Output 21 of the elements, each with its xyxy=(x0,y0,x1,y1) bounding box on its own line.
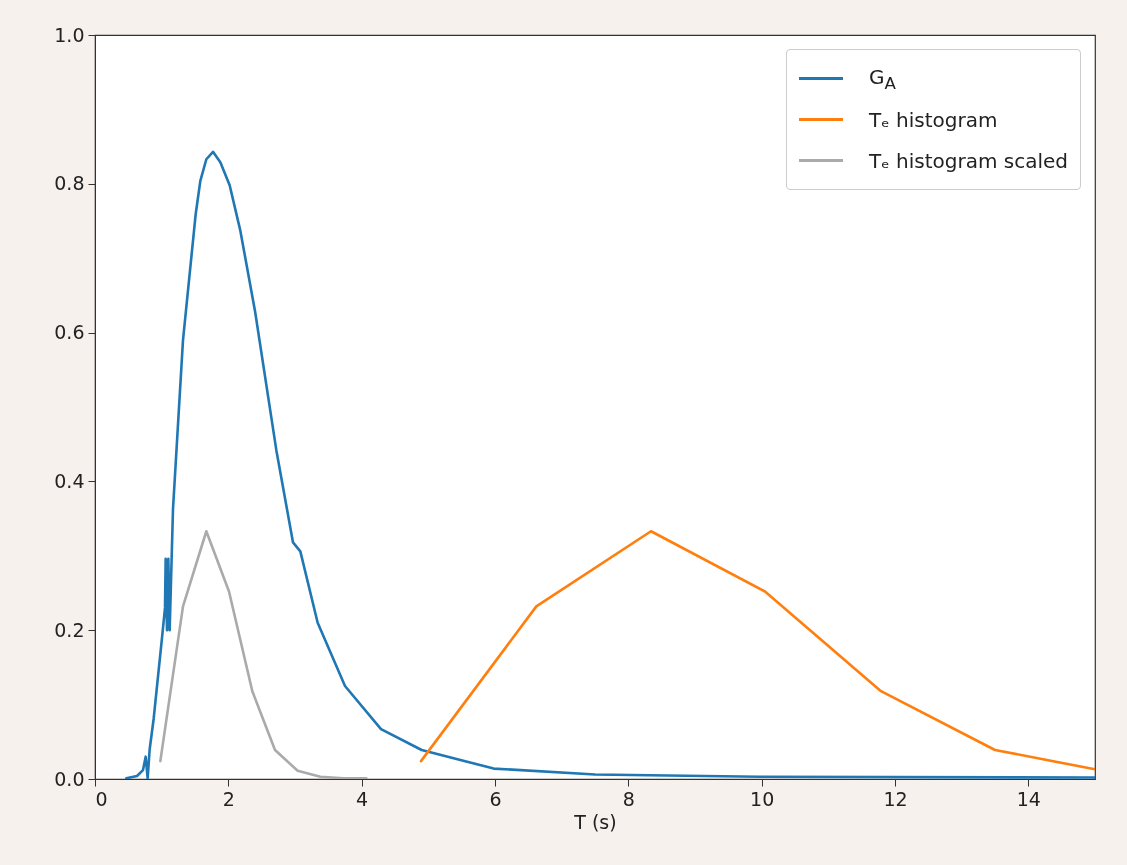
x-tick-label: 6 xyxy=(489,787,502,810)
x-tick-label: 12 xyxy=(883,787,908,810)
x-axis-title: T (s) xyxy=(573,810,617,833)
y-tick-label: 0.0 xyxy=(54,767,85,790)
line-series xyxy=(159,529,368,779)
legend-label: G$_{A}$ xyxy=(869,64,897,93)
line-series xyxy=(419,529,1095,771)
x-tick-label: 0 xyxy=(95,787,108,810)
x-tick-label: 2 xyxy=(222,787,235,810)
x-tick-label: 10 xyxy=(750,787,775,810)
y-tick-label: 0.8 xyxy=(54,172,85,195)
y-tick-label: 0.4 xyxy=(54,469,85,492)
x-tick-label: 14 xyxy=(1016,787,1041,810)
legend-label: Tₑ histogram xyxy=(869,107,998,132)
x-tick-label: 4 xyxy=(356,787,369,810)
x-tick-label: 8 xyxy=(622,787,635,810)
y-tick-label: 1.0 xyxy=(54,23,85,46)
y-tick-label: 0.6 xyxy=(54,321,85,344)
line-series xyxy=(125,150,1095,779)
legend-label: Tₑ histogram scaled xyxy=(869,148,1068,173)
y-tick-label: 0.2 xyxy=(54,618,85,641)
